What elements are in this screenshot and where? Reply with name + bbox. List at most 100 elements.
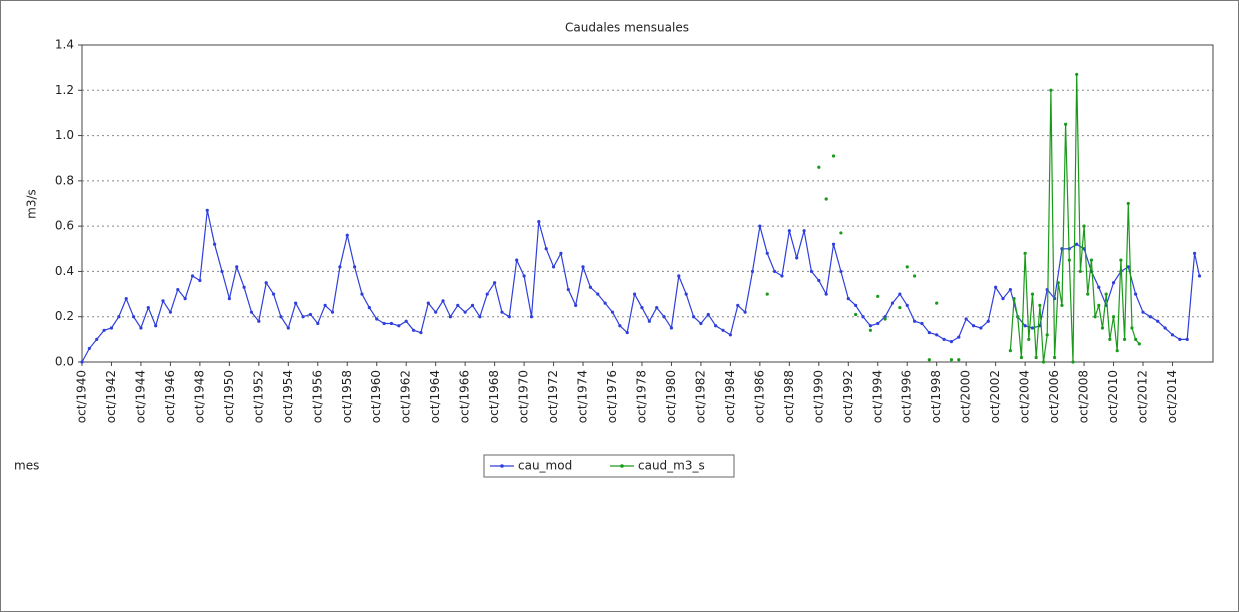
point [154,324,158,328]
point [1023,251,1027,255]
point [235,265,239,269]
x-tick-label: oct/1996 [900,370,914,423]
x-tick-label: oct/1958 [340,370,354,423]
point [1019,355,1024,360]
legend-label: caud_m3_s [638,459,705,473]
point [493,281,497,285]
point [772,269,777,274]
point [824,197,828,201]
point [249,310,254,314]
point [633,292,637,296]
point [1115,349,1119,353]
point [1141,310,1145,314]
point [957,335,961,339]
point [345,233,349,237]
point [957,358,961,362]
point [279,315,283,319]
point [1100,326,1105,330]
point [971,324,976,328]
point [375,317,379,321]
point [537,220,541,224]
x-tick-label: oct/1984 [723,370,737,423]
point [647,319,651,323]
point [1111,281,1116,285]
point [463,310,467,314]
point [426,301,430,305]
point [227,297,231,301]
y-tick-label: 0.6 [55,219,74,233]
legend-marker [500,464,504,468]
point [205,208,209,212]
point [102,328,106,332]
point [1064,122,1068,126]
point [382,321,386,326]
point [942,337,946,341]
point [198,278,202,283]
point [515,258,519,262]
point [146,306,150,310]
y-tick-label: 0.4 [55,264,74,278]
point [912,319,917,323]
point [500,310,504,314]
point [728,333,732,337]
x-tick-label: oct/1954 [281,370,295,423]
point [1030,326,1035,330]
point [529,315,534,319]
x-tick-label: oct/1970 [517,370,531,423]
point [935,301,939,305]
point [979,326,983,330]
point [574,303,578,307]
point [912,274,917,278]
point [544,247,548,251]
point [625,330,629,335]
point [1012,297,1016,301]
point [920,321,924,326]
point [411,328,416,332]
point [1052,355,1057,360]
point [876,294,880,298]
point [522,274,526,278]
point [117,315,121,319]
point [618,324,622,328]
point [1192,251,1197,255]
point [986,319,990,323]
point [478,315,482,319]
x-tick-label: oct/1976 [605,370,619,423]
point [994,285,998,289]
point [581,265,585,269]
point [588,285,592,289]
point [750,269,755,274]
point [1038,303,1042,307]
x-tick-label: oct/2002 [988,370,1002,423]
point [795,256,799,260]
point [596,292,600,296]
point [927,358,931,362]
point [1130,326,1134,330]
point [1078,269,1082,274]
point [809,269,814,274]
point [1163,326,1167,330]
point [721,328,725,332]
x-tick-label: oct/1966 [458,370,472,423]
point [389,321,394,326]
x-tick-label: oct/1950 [222,370,236,423]
point [124,297,128,301]
point [684,292,688,296]
legend: cau_mod caud_m3_s [483,454,735,478]
point [1075,242,1079,246]
point [190,274,195,278]
x-tick-label: oct/1956 [310,370,324,423]
point [898,306,902,310]
point [286,326,290,330]
point [1030,292,1035,296]
point [861,315,865,319]
point [1056,281,1060,285]
point [213,242,217,246]
point [765,292,769,296]
y-tick-label: 1.4 [55,38,74,52]
point [507,315,511,319]
point [441,299,445,303]
point [1137,342,1141,346]
point [802,229,806,233]
x-tick-label: oct/1948 [192,370,206,423]
